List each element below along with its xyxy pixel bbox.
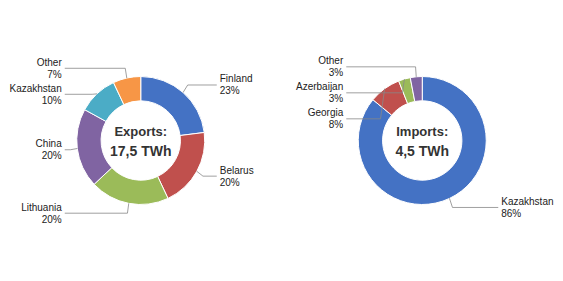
slice-value-label: 23%	[220, 85, 240, 96]
slice-value-label: 10%	[42, 95, 62, 106]
slice-value-label: 3%	[329, 93, 344, 104]
leader-line	[346, 79, 404, 93]
slice-label: Kazakhstan	[9, 83, 61, 94]
slice-label: Azerbaijan	[296, 81, 343, 92]
center-title: Imports:	[396, 124, 448, 139]
leader-line	[65, 149, 78, 150]
chart-svg: Exports:17,5 TWhFinland23%Belarus20%Lith…	[0, 0, 563, 281]
donut-panel: Exports:17,5 TWhFinland23%Belarus20%Lith…	[9, 57, 253, 225]
slice-value-label: 86%	[501, 208, 521, 219]
center-title: Exports:	[114, 124, 167, 139]
donut-slice	[358, 77, 486, 205]
page: {"chart_data": [ {"type": "donut", "titl…	[0, 0, 563, 281]
data-labels: Finland23%Belarus20%Lithuania20%China20%…	[9, 57, 253, 225]
slice-label: Finland	[220, 73, 253, 84]
data-labels: Kazakhstan86%Georgia8%Azerbaijan3%Other3…	[296, 55, 554, 219]
slice-label: Kazakhstan	[501, 196, 553, 207]
leader-line	[65, 68, 127, 78]
slice-label: Other	[37, 57, 63, 68]
chart-container: Exports:17,5 TWhFinland23%Belarus20%Lith…	[0, 0, 563, 281]
leader-line	[346, 67, 416, 77]
slice-value-label: 20%	[42, 150, 62, 161]
slice-value-label: 8%	[329, 119, 344, 130]
leader-line	[449, 198, 498, 207]
slice-label: Belarus	[220, 165, 254, 176]
leader-line	[65, 93, 97, 94]
center-subtitle: 4,5 TWh	[395, 143, 449, 159]
donut-slice	[410, 77, 422, 102]
leader-line	[197, 171, 217, 176]
leader-line	[65, 203, 129, 213]
slice-label: Other	[318, 55, 344, 66]
slice-value-label: 3%	[329, 67, 344, 78]
leader-line	[183, 85, 217, 93]
slice-label: Georgia	[308, 107, 344, 118]
donut-panel: Imports: 4,5 TWh Kazakhstan86% Georgia8% Aze…	[296, 55, 554, 219]
slice-value-label: 7%	[47, 69, 62, 80]
slice-label: China	[36, 138, 63, 149]
donut-slice	[114, 77, 141, 105]
slice-value-label: 20%	[220, 177, 240, 188]
center-subtitle: 17,5 TWh	[110, 143, 171, 159]
slice-label: Lithuania	[21, 202, 62, 213]
slice-value-label: 20%	[42, 214, 62, 225]
slices	[77, 77, 205, 205]
slices	[358, 77, 486, 205]
leader-line	[346, 89, 384, 119]
